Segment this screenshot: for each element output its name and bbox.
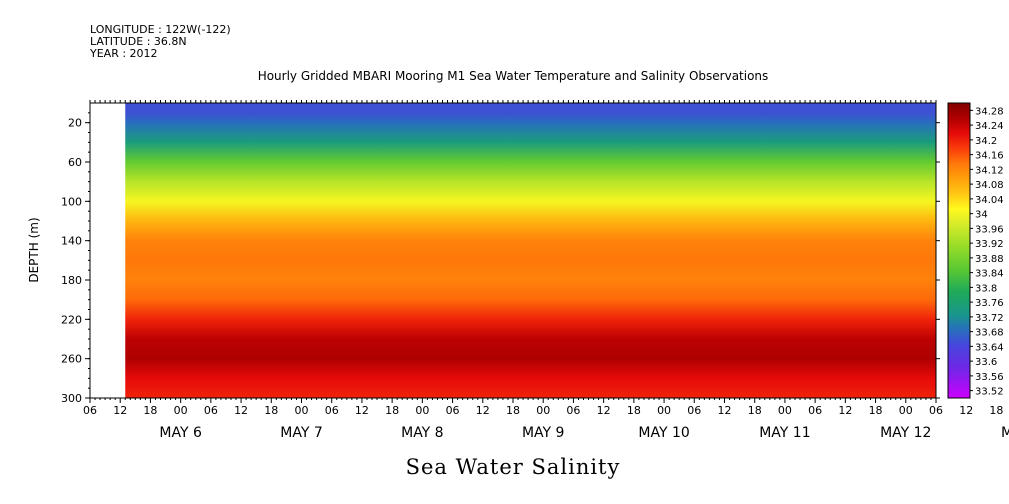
colorbar-label: 33.68	[975, 328, 1004, 339]
colorbar-label: 33.88	[975, 254, 1004, 265]
x-hour-label: 12	[113, 404, 127, 417]
x-date-label: MAY 12	[880, 425, 931, 441]
salinity-field	[125, 103, 936, 398]
colorbar-label: 34.08	[975, 180, 1004, 191]
colorbar-label: 34.24	[975, 121, 1004, 132]
colorbar-label: 33.92	[975, 239, 1004, 250]
x-hour-label: 18	[264, 404, 278, 417]
x-hour-label: 00	[657, 404, 671, 417]
x-date-label: MAY 11	[759, 425, 810, 441]
x-hour-label: 18	[869, 404, 883, 417]
y-tick-label: 60	[68, 156, 82, 169]
x-hour-label: 18	[385, 404, 399, 417]
x-hour-label: 12	[959, 404, 973, 417]
y-tick-label: 180	[61, 274, 82, 287]
colorbar-label: 33.76	[975, 298, 1004, 309]
x-hour-label: 18	[748, 404, 762, 417]
x-hour-label: 00	[899, 404, 913, 417]
y-tick-label: 100	[61, 195, 82, 208]
colorbar-label: 34.12	[975, 165, 1004, 176]
x-hour-label: 12	[838, 404, 852, 417]
colorbar-label: 34	[975, 210, 988, 221]
x-hour-label: 12	[476, 404, 490, 417]
y-tick-label: 300	[61, 392, 82, 405]
x-hour-label: 12	[355, 404, 369, 417]
x-hour-label: 00	[295, 404, 309, 417]
missing-data-region	[90, 103, 126, 398]
colorbar-label: 33.96	[975, 224, 1004, 235]
x-hour-label: 06	[929, 404, 943, 417]
latitude-label: LATITUDE : 36.8N	[90, 35, 187, 48]
x-axis-label: Sea Water Salinity	[405, 455, 621, 479]
colorbar-label: 33.52	[975, 387, 1004, 398]
colorbar-label: 34.16	[975, 151, 1004, 162]
colorbar-label: 33.84	[975, 269, 1004, 280]
year-label: YEAR : 2012	[90, 47, 158, 60]
colorbar-label: 34.04	[975, 195, 1004, 206]
x-hour-label: 06	[808, 404, 822, 417]
mooring-metadata: LONGITUDE : 122W(-122) LATITUDE : 36.8N …	[90, 24, 231, 60]
colorbar-label: 33.64	[975, 342, 1004, 353]
x-date-label: MAY 6	[159, 425, 202, 441]
y-tick-label: 220	[61, 313, 82, 326]
colorbar-label: 34.28	[975, 106, 1004, 117]
x-hour-label: 06	[687, 404, 701, 417]
x-hour-label: 00	[778, 404, 792, 417]
colorbar	[947, 102, 971, 399]
x-hour-label: 06	[446, 404, 460, 417]
colorbar-label: 33.6	[975, 357, 997, 368]
x-hour-label: 12	[718, 404, 732, 417]
x-hour-label: 12	[234, 404, 248, 417]
chart-title: Hourly Gridded MBARI Mooring M1 Sea Wate…	[257, 69, 769, 83]
x-hour-label: 18	[989, 404, 1003, 417]
longitude-label: LONGITUDE : 122W(-122)	[90, 23, 231, 36]
x-date-label: MAY 10	[638, 425, 689, 441]
x-hour-label: 00	[174, 404, 188, 417]
colorbar-label: 33.8	[975, 283, 997, 294]
x-date-label: MAY 8	[401, 425, 443, 441]
y-tick-label: 140	[61, 235, 82, 248]
y-tick-label: 260	[61, 353, 82, 366]
colorbar-label: 34.2	[975, 136, 997, 147]
x-hour-label: 06	[83, 404, 97, 417]
colorbar-label: 33.72	[975, 313, 1004, 324]
x-hour-label: 12	[597, 404, 611, 417]
x-hour-label: 00	[536, 404, 550, 417]
x-hour-label: 06	[566, 404, 580, 417]
x-date-label: MAY 7	[280, 425, 322, 441]
x-hour-label: 06	[204, 404, 218, 417]
x-hour-label: 06	[325, 404, 339, 417]
x-hour-label: 18	[143, 404, 157, 417]
x-date-label: MAY 9	[522, 425, 564, 441]
x-hour-label: 18	[627, 404, 641, 417]
x-hour-label: 00	[415, 404, 429, 417]
y-tick-label: 20	[68, 117, 82, 130]
x-hour-label: 18	[506, 404, 520, 417]
colorbar-label: 33.56	[975, 372, 1004, 383]
x-date-label: MAY 13	[1001, 425, 1009, 441]
